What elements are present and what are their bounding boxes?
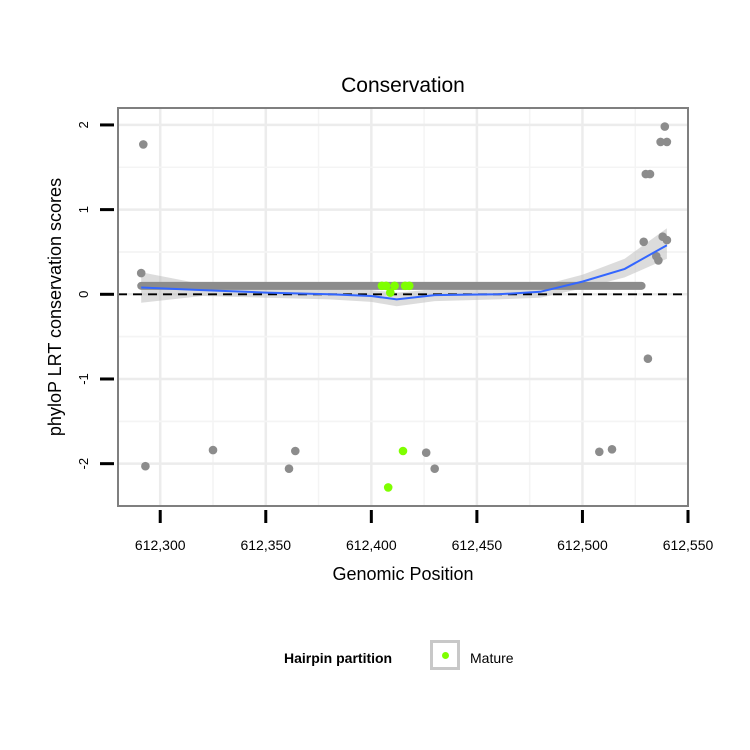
grid-lines (118, 108, 688, 506)
data-point-mature (405, 281, 414, 291)
data-point-mature (386, 288, 395, 297)
data-point (421, 448, 431, 458)
x-tick-label: 612,400 (346, 537, 397, 553)
y-tick-label: 0 (76, 291, 91, 298)
data-point-mature (381, 281, 391, 291)
data-point (656, 137, 665, 147)
y-axis-label: phyloP LRT conservation scores (45, 178, 65, 436)
data-point (430, 464, 440, 474)
data-point-mature (383, 483, 393, 492)
x-tick-label: 612,550 (663, 537, 714, 553)
legend-swatch-mature (442, 652, 449, 659)
y-axis: 2 1 0 -1 -2 (76, 121, 114, 469)
y-tick-label: 2 (76, 121, 91, 128)
legend: Hairpin partition Mature (0, 638, 750, 678)
data-point-mature (390, 281, 399, 291)
x-tick-label: 612,450 (452, 537, 503, 553)
data-points (136, 122, 672, 492)
y-tick-label: 1 (76, 206, 91, 213)
data-point (643, 354, 653, 364)
x-axis: 612,300 612,350 612,400 612,450 612,500 612,5… (135, 510, 714, 553)
data-point (141, 461, 150, 471)
x-axis-label: Genomic Position (332, 564, 473, 584)
x-tick-label: 612,350 (240, 537, 291, 553)
data-point (645, 169, 655, 179)
y-tick-label: -1 (76, 373, 91, 385)
data-point (639, 237, 648, 247)
legend-key-mature (430, 640, 460, 670)
data-point (662, 137, 672, 147)
y-tick-label: -2 (76, 458, 91, 470)
x-tick-label: 612,500 (557, 537, 608, 553)
plot-border (117, 107, 689, 507)
data-point-mature (398, 446, 408, 456)
chart-title: Conservation (341, 74, 465, 97)
data-point (662, 235, 672, 245)
legend-title: Hairpin partition (284, 650, 393, 666)
data-point (660, 122, 670, 131)
data-point (595, 447, 604, 457)
legend-label-mature: Mature (470, 650, 514, 666)
data-point (284, 464, 294, 474)
data-point (607, 445, 617, 454)
data-point (139, 140, 148, 149)
smooth-line (141, 244, 668, 301)
x-tick-label: 612,300 (135, 537, 186, 553)
data-point (136, 268, 146, 278)
data-point (654, 256, 663, 265)
data-point (208, 445, 218, 455)
smooth-line-path (141, 244, 668, 301)
data-point (291, 446, 300, 456)
